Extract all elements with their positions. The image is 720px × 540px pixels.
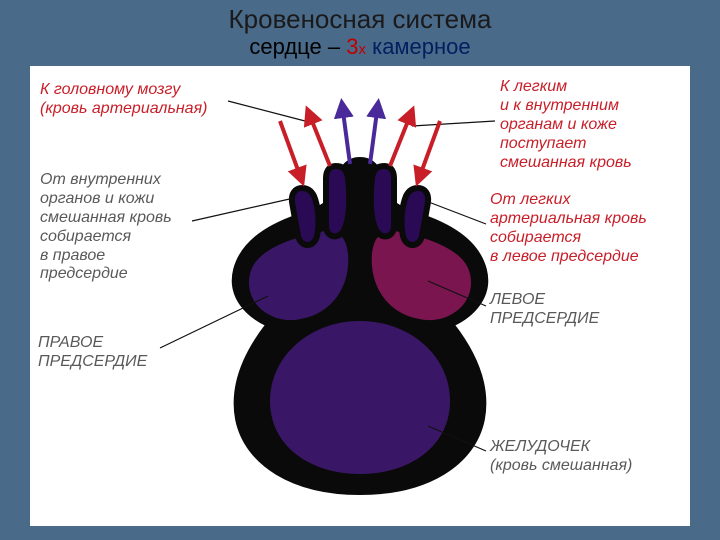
- vessel-2: [292, 188, 319, 245]
- subtitle-part1: сердце –: [249, 34, 346, 59]
- leader-1: [412, 121, 495, 126]
- vessel-0: [326, 166, 349, 236]
- label-ra: ПРАВОЕ ПРЕДСЕРДИЕ: [38, 334, 147, 372]
- leader-5: [160, 296, 268, 348]
- leader-2: [192, 198, 294, 221]
- subtitle-part2: 3: [346, 34, 358, 59]
- subtitle-part3: х: [358, 41, 366, 58]
- subtitle-part4: камерное: [366, 34, 471, 59]
- arrow-4: [280, 121, 302, 181]
- label-brain: К головному мозгу (кровь артериальная): [40, 81, 207, 119]
- slide: Кровеносная система сердце – 3х камерное…: [0, 0, 720, 540]
- arrow-3: [370, 104, 378, 164]
- label-right_in: От внутренних органов и кожи смешанная к…: [40, 171, 172, 284]
- title: Кровеносная система: [0, 4, 720, 35]
- diagram-canvas: К головному мозгу (кровь артериальная) К …: [30, 66, 690, 526]
- arrow-1: [390, 111, 412, 166]
- leader-0: [228, 101, 305, 121]
- label-la: ЛЕВОЕ ПРЕДСЕРДИЕ: [490, 291, 599, 329]
- vessel-3: [402, 188, 429, 245]
- arrow-5: [418, 121, 440, 181]
- ventricle: [270, 321, 450, 474]
- label-left_in: От легких артериальная кровь собирается …: [490, 191, 647, 267]
- arrow-2: [342, 104, 350, 164]
- vessel-1: [371, 166, 394, 236]
- subtitle: сердце – 3х камерное: [0, 34, 720, 60]
- label-vent: ЖЕЛУДОЧЕК (кровь смешанная): [490, 438, 632, 476]
- arrow-0: [308, 111, 330, 166]
- label-lungs: К легким и к внутренним органам и коже п…: [500, 78, 632, 172]
